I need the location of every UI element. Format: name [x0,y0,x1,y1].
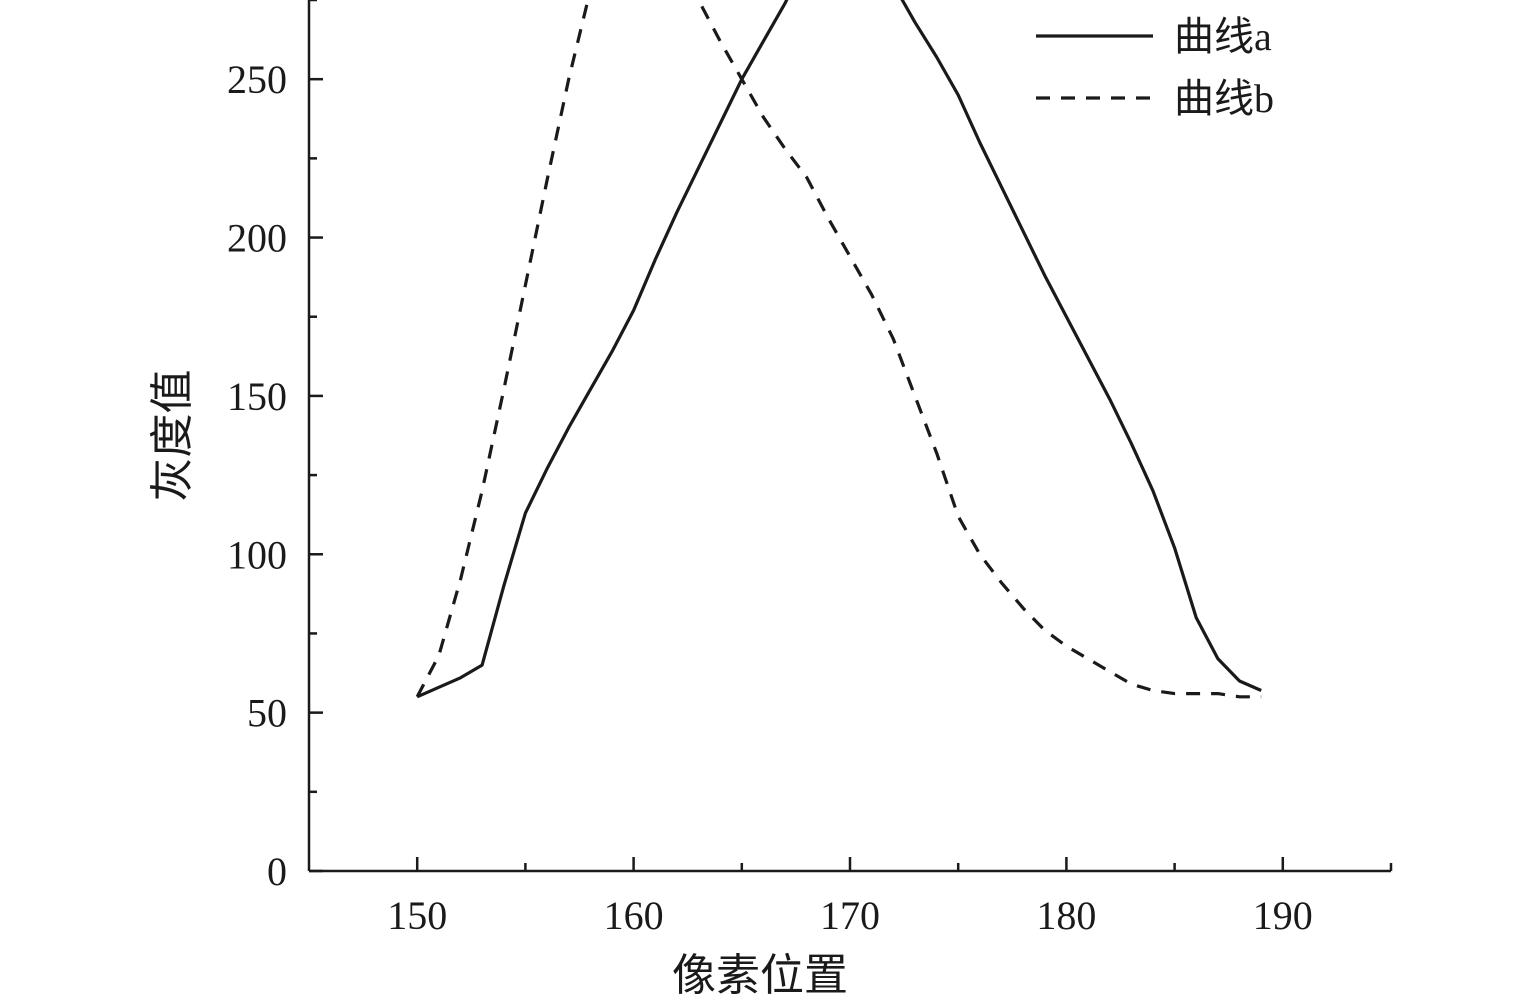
x-tick-label: 160 [604,893,664,938]
x-tick-label: 170 [820,893,880,938]
legend: 曲线a 曲线b [1036,14,1274,121]
legend-label-a: 曲线a [1174,14,1272,59]
series-line-a [416,0,1262,699]
x-ticks: 150 160 170 180 190 [387,857,1393,938]
x-axis-title: 像素位置 [672,951,848,1000]
legend-label-b: 曲线b [1174,76,1274,121]
y-tick-label: 0 [267,849,287,894]
y-tick-label: 150 [227,374,287,419]
y-ticks: 0 50 100 150 200 250 [227,0,323,894]
axes: 150 160 170 180 190 0 50 100 150 200 250 [227,0,1393,938]
series-line-b [415,0,1262,699]
y-tick-label: 200 [227,216,287,261]
series-group [415,0,1262,699]
x-tick-label: 190 [1253,893,1313,938]
y-tick-label: 250 [227,57,287,102]
x-tick-label: 150 [387,893,447,938]
y-tick-label: 50 [247,691,287,736]
x-tick-label: 180 [1036,893,1096,938]
y-tick-label: 100 [227,532,287,577]
y-axis-title: 灰度值 [148,370,197,502]
